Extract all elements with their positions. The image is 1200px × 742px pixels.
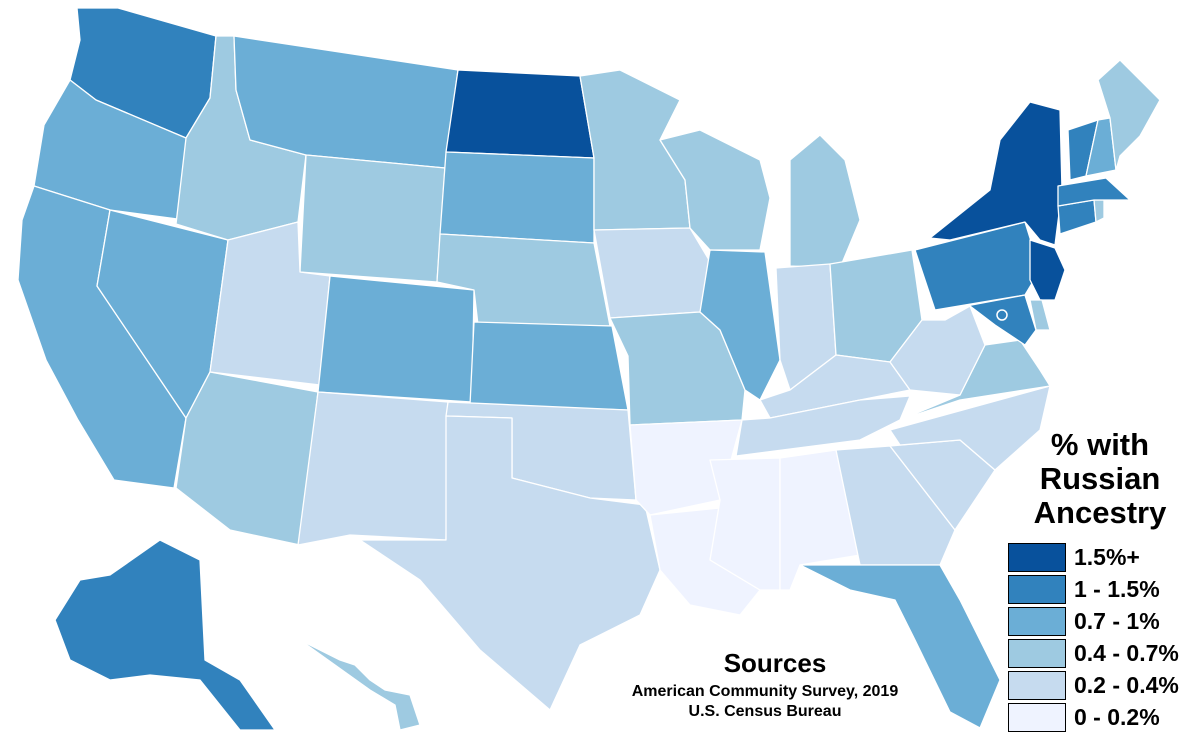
- state-me: [1097, 59, 1161, 171]
- state-dc-marker: [996, 309, 1008, 321]
- state-ny: [929, 101, 1063, 246]
- state-ks: [469, 321, 629, 411]
- legend-swatch: [1008, 543, 1066, 572]
- state-ia: [593, 227, 719, 319]
- legend-swatch: [1008, 671, 1066, 700]
- state-ma: [1057, 177, 1131, 207]
- state-tn: [735, 395, 911, 457]
- state-wi: [659, 129, 771, 251]
- state-nm: [297, 391, 449, 546]
- state-ar: [629, 419, 743, 516]
- state-il: [699, 249, 781, 401]
- legend-swatch: [1008, 607, 1066, 636]
- state-de: [1029, 299, 1051, 331]
- state-mi: [789, 134, 861, 269]
- legend-title-line: Ancestry: [1033, 495, 1167, 530]
- state-wy: [299, 154, 446, 283]
- state-wv: [889, 305, 986, 396]
- state-tx: [359, 415, 661, 711]
- legend-swatch: [1008, 639, 1066, 668]
- state-nd: [445, 69, 595, 159]
- state-ak: [54, 539, 276, 731]
- state-az: [175, 371, 319, 546]
- legend-label: 0.7 - 1%: [1074, 608, 1160, 634]
- state-sd: [439, 151, 595, 244]
- state-hi: [299, 639, 421, 731]
- legend-title: % with Russian Ancestry: [1012, 428, 1188, 530]
- legend-label: 1.5%+: [1074, 544, 1140, 570]
- legend-label: 0.2 - 0.4%: [1074, 672, 1179, 698]
- state-ri: [1093, 199, 1105, 223]
- legend-swatch: [1008, 703, 1066, 732]
- sources-line: American Community Survey, 2019: [631, 683, 899, 700]
- legend-title-line: Russian: [1039, 461, 1161, 496]
- state-ga: [835, 445, 956, 566]
- legend-label: 0 - 0.2%: [1074, 704, 1160, 730]
- legend-label: 1 - 1.5%: [1074, 576, 1160, 602]
- legend-title-line: % with: [1050, 427, 1150, 462]
- state-md: [944, 294, 1037, 346]
- sources-title: Sources: [723, 648, 827, 678]
- legend-swatch: [1008, 575, 1066, 604]
- state-co: [317, 275, 475, 403]
- sources-line: U.S. Census Bureau: [688, 703, 842, 720]
- state-nj: [1029, 239, 1066, 301]
- state-fl: [799, 564, 1001, 729]
- legend-label: 0.4 - 0.7%: [1074, 640, 1179, 666]
